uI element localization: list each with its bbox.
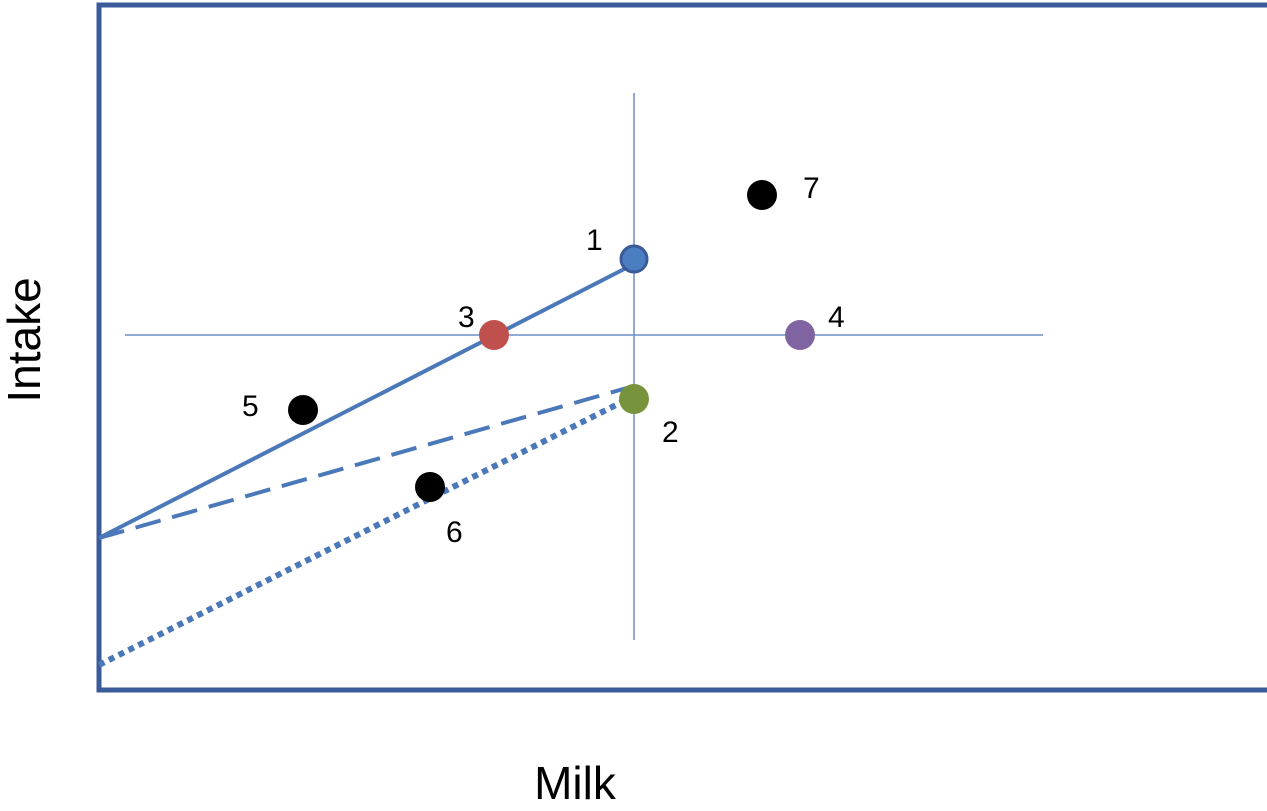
solid-line	[98, 262, 635, 540]
axes-frame	[96, 2, 1267, 693]
x-axis-label: Milk	[534, 757, 616, 809]
point-4	[785, 320, 815, 350]
point-1-label: 1	[586, 224, 603, 257]
point-3-label: 3	[458, 301, 475, 334]
dotted-line	[97, 393, 636, 668]
y-axis-label: Intake	[0, 277, 50, 403]
point-2	[619, 384, 649, 414]
point-5	[288, 395, 318, 425]
point-7-label: 7	[803, 172, 820, 205]
point-6	[415, 472, 445, 502]
point-4-label: 4	[828, 301, 845, 334]
point-2-label: 2	[662, 416, 679, 449]
point-5-label: 5	[242, 390, 259, 423]
point-7	[747, 180, 777, 210]
point-3	[479, 320, 509, 350]
point-6-label: 6	[446, 516, 463, 549]
dashed-line	[98, 384, 635, 540]
point-1	[619, 244, 649, 274]
